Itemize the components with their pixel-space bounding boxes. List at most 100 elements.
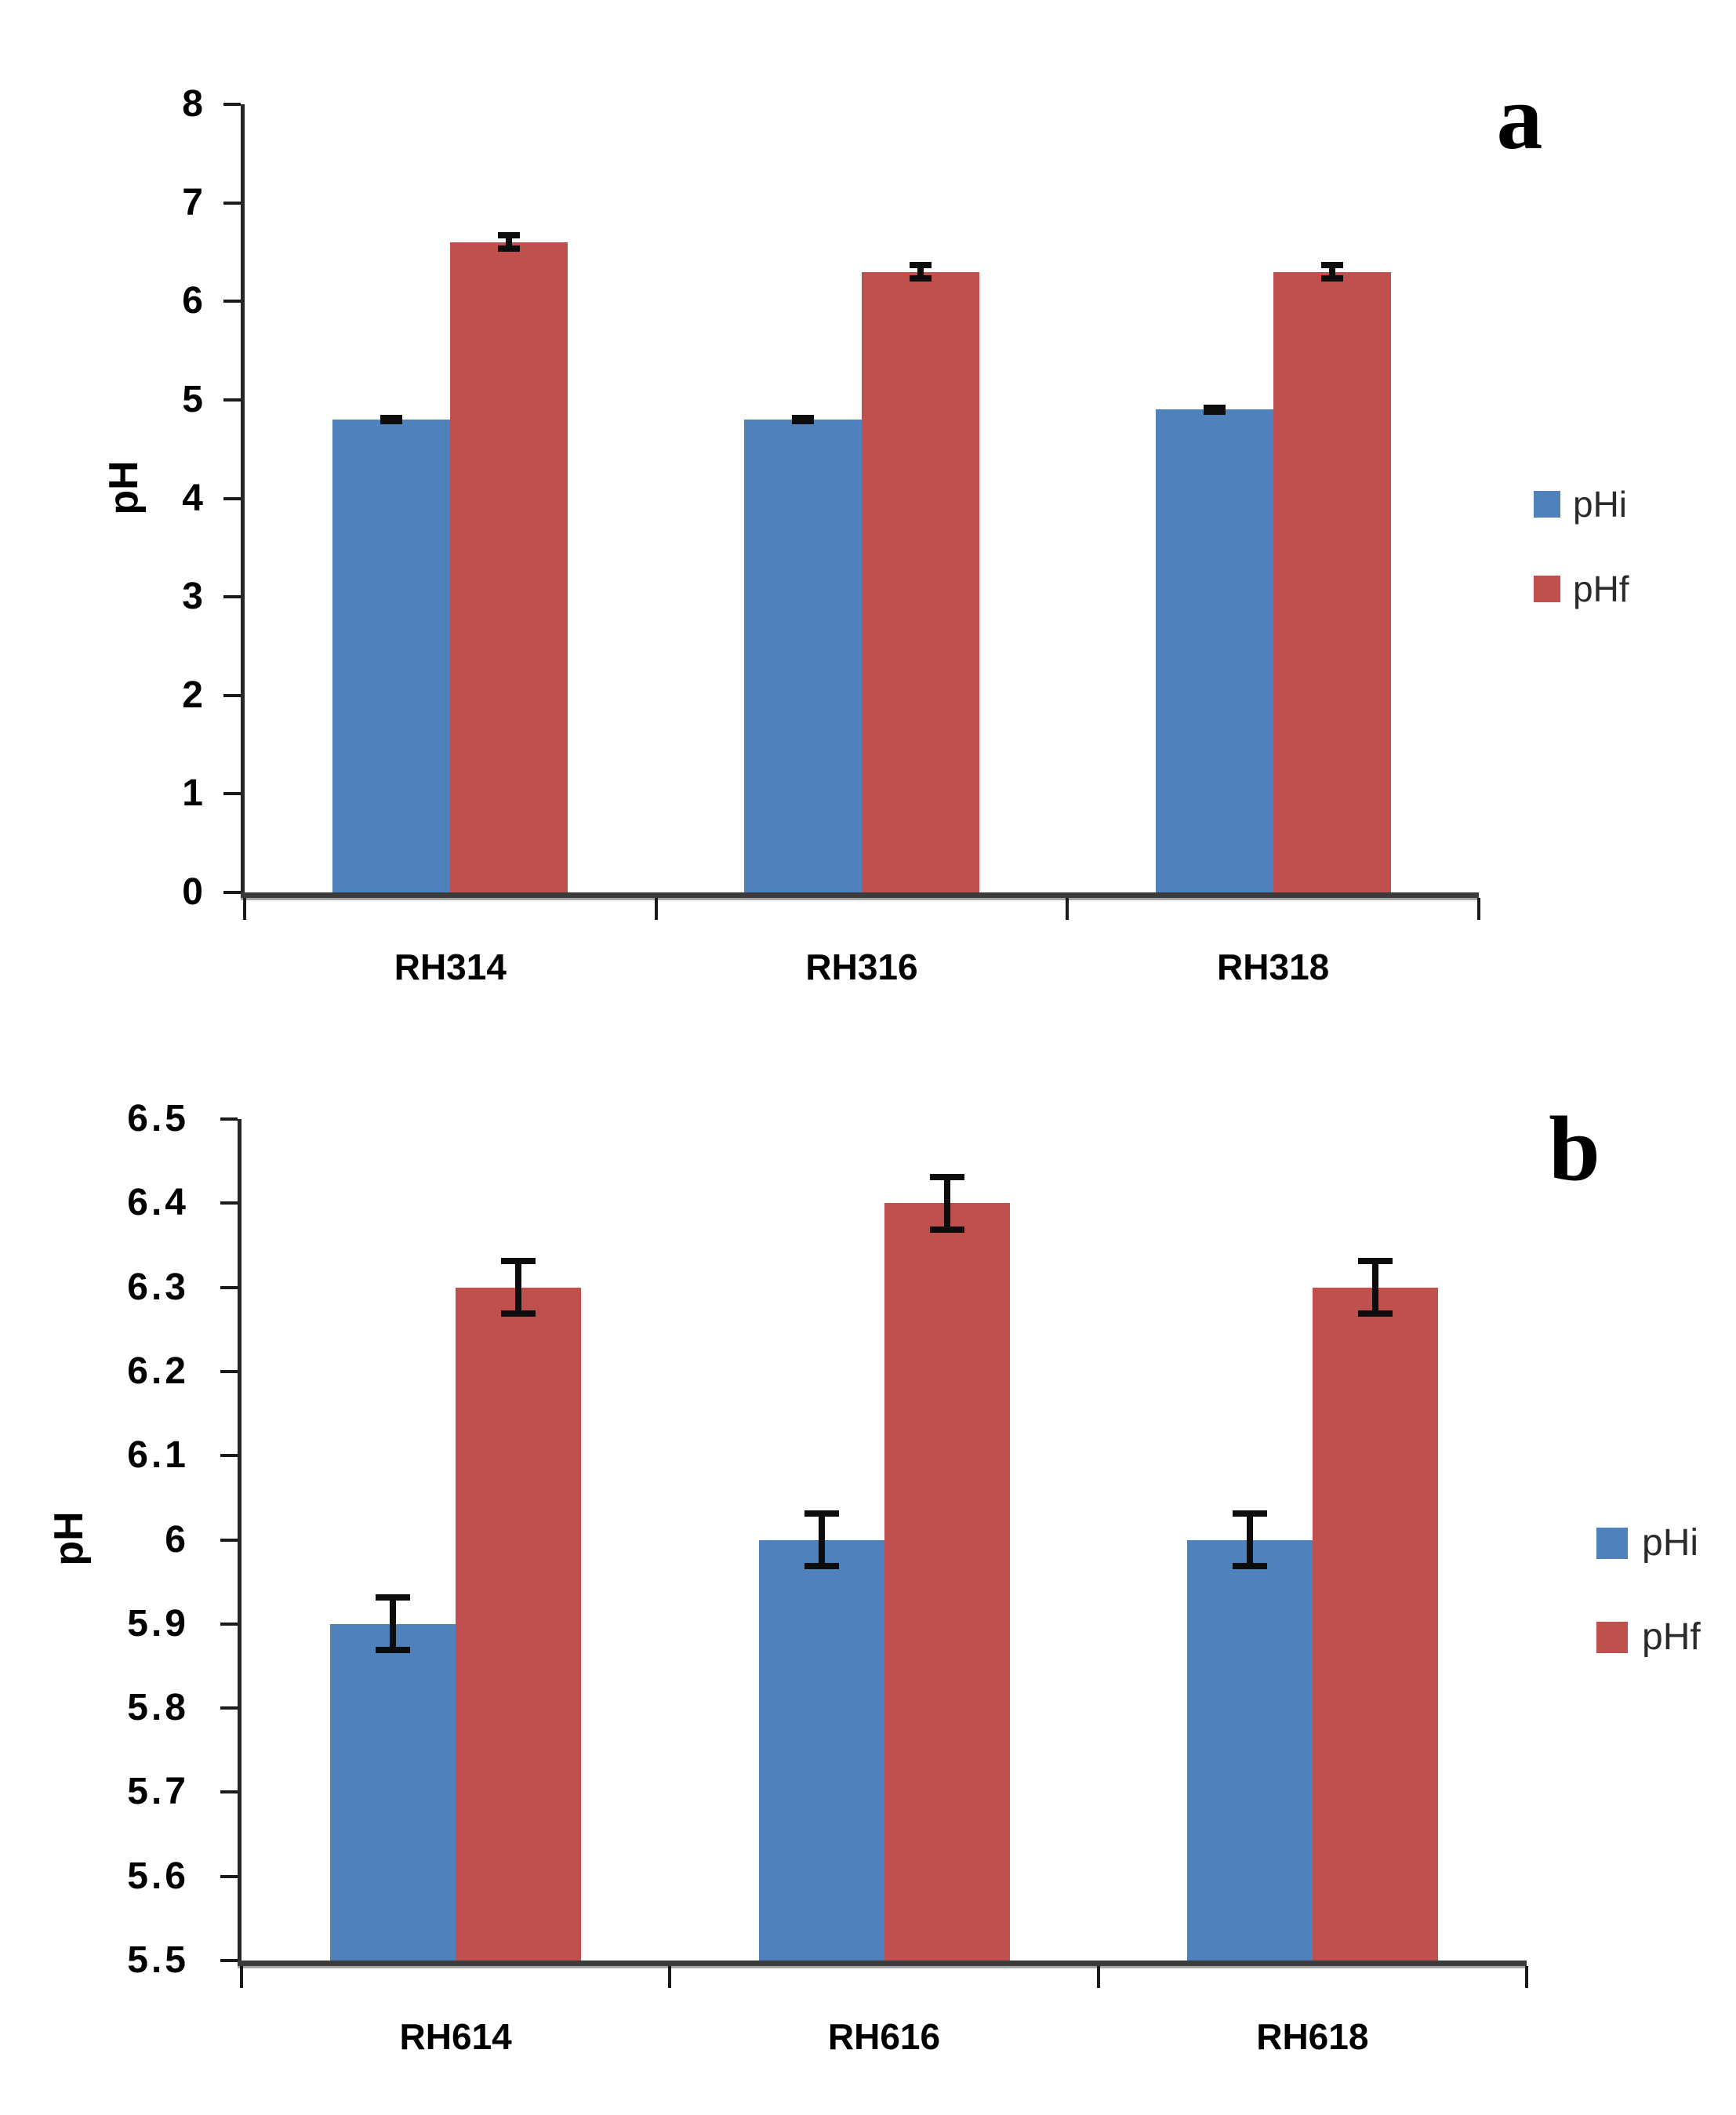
error-bar-phi-rh618: [1232, 1510, 1267, 1570]
error-bar-cap-bottom: [1203, 408, 1226, 415]
legend-label-phi: pHi: [1573, 484, 1628, 525]
y-tick-label: 5.7: [127, 1771, 189, 1813]
error-bar-line: [1246, 1510, 1253, 1570]
y-tick-label: 6: [165, 1518, 189, 1561]
y-tick: [220, 1454, 238, 1458]
y-tick: [223, 201, 241, 205]
legend-item-phf: pHf: [1534, 569, 1629, 609]
bar-phf-rh318: [1273, 271, 1391, 892]
error-bar-line: [1328, 262, 1335, 282]
error-bar-line: [390, 1594, 397, 1654]
legend-swatch-phi: [1596, 1528, 1628, 1559]
y-tick: [223, 891, 241, 894]
x-tick: [243, 898, 246, 920]
bar-phi-rh314: [332, 420, 451, 892]
y-tick: [223, 103, 241, 106]
bar-phf-rh316: [862, 271, 979, 892]
y-tick-label: 5.5: [127, 1939, 189, 1981]
bar-phf-rh314: [450, 242, 568, 892]
error-bar-cap-top: [929, 1173, 964, 1180]
y-tick: [220, 1874, 238, 1878]
error-bar-phf-rh314: [498, 232, 521, 253]
legend-swatch-phf: [1534, 576, 1560, 602]
error-bar-cap-bottom: [910, 275, 932, 282]
legend-item-phf: pHf: [1596, 1617, 1701, 1658]
y-tick-label: 2: [182, 674, 203, 716]
y-tick-label: 6: [182, 280, 203, 322]
panel-letter-b: b: [1549, 1097, 1600, 1200]
legend-item-phi: pHi: [1534, 485, 1629, 524]
y-tick-label: 6.3: [127, 1266, 189, 1308]
bar-phi-rh618: [1186, 1539, 1313, 1961]
error-bar-cap-top: [804, 1510, 839, 1517]
y-tick-label: 5.9: [127, 1602, 189, 1644]
error-bar-cap-top: [1357, 1258, 1393, 1265]
y-axis-line: [241, 104, 245, 898]
x-category-label-rh314: RH314: [394, 947, 507, 987]
x-tick: [1525, 1966, 1528, 1988]
error-bar-cap-top: [498, 232, 521, 239]
y-tick: [220, 1538, 238, 1542]
y-tick-label: 5: [182, 378, 203, 420]
y-tick-label: 3: [182, 576, 203, 618]
error-bar-cap-bottom: [804, 1563, 839, 1570]
y-tick-label: 8: [182, 83, 203, 125]
y-tick: [220, 1790, 238, 1794]
x-category-label-rh316: RH316: [805, 947, 918, 987]
y-tick-label: 6.2: [127, 1350, 189, 1392]
y-tick: [223, 300, 241, 303]
y-tick: [220, 1369, 238, 1373]
x-category-label-rh318: RH318: [1217, 947, 1330, 987]
y-tick-label: 4: [182, 477, 203, 519]
panel-letter-a: a: [1496, 66, 1543, 169]
bar-phi-rh616: [758, 1539, 884, 1961]
error-bar-phi-rh316: [792, 414, 814, 425]
error-bar-phf-rh316: [910, 262, 932, 282]
bar-phf-rh614: [456, 1287, 582, 1961]
bar-phf-rh616: [884, 1203, 1010, 1961]
y-tick-label: 6.1: [127, 1434, 189, 1477]
x-category-label-rh614: RH614: [399, 2016, 512, 2057]
y-tick: [220, 1622, 238, 1626]
error-bar-cap-bottom: [1320, 275, 1343, 282]
legend-swatch-phf: [1596, 1622, 1628, 1653]
x-axis-line: [241, 892, 1479, 898]
bar-phi-rh614: [330, 1623, 456, 1961]
legend-label-phf: pHf: [1642, 1616, 1701, 1658]
y-tick: [223, 595, 241, 599]
error-bar-line: [943, 1173, 950, 1233]
error-bar-cap-bottom: [498, 245, 521, 253]
y-tick: [220, 1285, 238, 1289]
x-axis-line: [238, 1961, 1527, 1966]
error-bar-cap-top: [380, 414, 403, 421]
y-tick-label: 1: [182, 772, 203, 815]
error-bar-cap-bottom: [376, 1647, 411, 1654]
y-tick: [223, 693, 241, 697]
y-tick: [220, 1117, 238, 1121]
x-tick: [1096, 1966, 1100, 1988]
legend: pHi pHf: [1534, 485, 1629, 609]
error-bar-line: [917, 262, 924, 282]
y-tick-label: 7: [182, 181, 203, 223]
error-bar-cap-top: [1203, 405, 1226, 412]
y-tick-label: 5.8: [127, 1687, 189, 1729]
y-tick: [220, 1201, 238, 1205]
y-tick: [223, 496, 241, 500]
x-tick: [1066, 898, 1070, 920]
error-bar-phf-rh318: [1320, 262, 1343, 282]
error-bar-cap-bottom: [929, 1226, 964, 1233]
legend: pHi pHf: [1596, 1523, 1701, 1658]
y-tick: [220, 1959, 238, 1962]
error-bar-cap-bottom: [380, 418, 403, 425]
x-category-label-rh616: RH616: [827, 2016, 941, 2057]
error-bar-cap-top: [792, 414, 814, 421]
y-tick-label: 6.4: [127, 1182, 189, 1224]
error-bar-phi-rh314: [380, 414, 403, 425]
error-bar-cap-top: [376, 1594, 411, 1601]
y-tick-label: 0: [182, 871, 203, 913]
legend-swatch-phi: [1534, 491, 1560, 518]
error-bar-cap-top: [1232, 1510, 1267, 1517]
y-tick: [220, 1706, 238, 1710]
